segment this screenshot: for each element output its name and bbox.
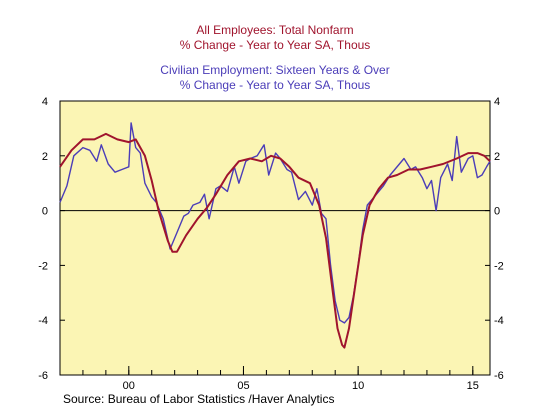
y-tick-label-left: 4: [42, 96, 48, 108]
series-line-civilian-employment: [59, 122, 491, 324]
y-tick-label-left: 2: [42, 151, 48, 163]
y-tick-label-left: -6: [38, 370, 48, 382]
x-tick-label: 10: [352, 380, 364, 392]
series-line-total-nonfarm: [59, 132, 491, 349]
series2-subtitle: % Change - Year to Year SA, Thous: [179, 78, 371, 92]
plot-area: [59, 100, 491, 376]
series1-subtitle: % Change - Year to Year SA, Thous: [179, 38, 371, 52]
y-tick-label-right: 2: [494, 151, 500, 163]
y-tick-label-left: -4: [38, 315, 48, 327]
source-note: Source: Bureau of Labor Statistics /Have…: [63, 392, 335, 406]
y-tick-label-left: 0: [42, 206, 48, 218]
series2-title: Civilian Employment: Sixteen Years & Ove…: [160, 63, 390, 77]
x-tick-label: 05: [237, 380, 249, 392]
x-tick-label: 00: [123, 380, 135, 392]
y-tick-label-right: 0: [494, 206, 500, 218]
y-tick-label-right: 4: [494, 96, 500, 108]
y-tick-label-left: -2: [38, 260, 48, 272]
y-tick-label-right: -4: [494, 315, 504, 327]
x-tick-label: 15: [467, 380, 479, 392]
series1-title: All Employees: Total Nonfarm: [196, 23, 354, 37]
y-tick-label-right: -2: [494, 260, 504, 272]
y-tick-label-right: -6: [494, 370, 504, 382]
